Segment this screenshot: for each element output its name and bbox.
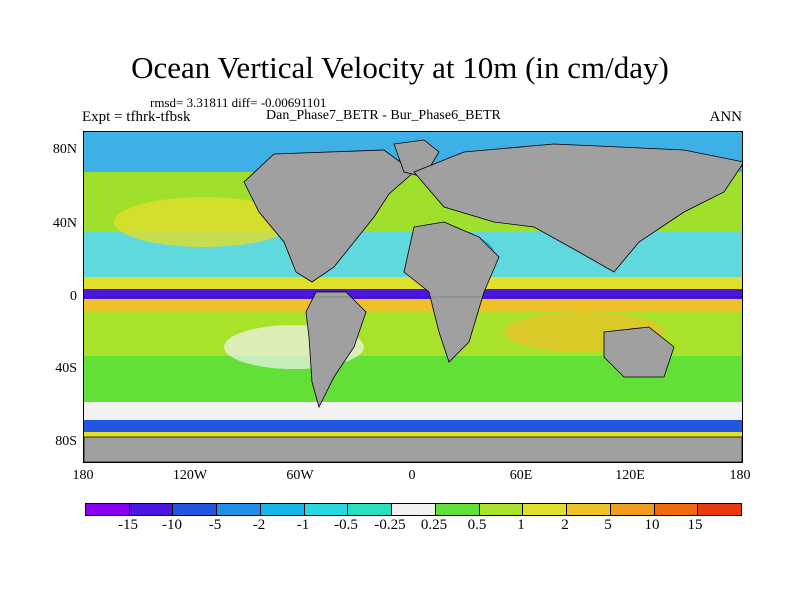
colorbar-cell — [654, 504, 699, 515]
africa — [403, 221, 500, 363]
lon-label-180w: 180 — [72, 468, 94, 483]
colorbar-label: -0.25 — [374, 517, 406, 533]
colorbar-cell — [610, 504, 655, 515]
colorbar-cell — [567, 504, 611, 515]
lat-label-40n: 40N — [52, 216, 77, 231]
colorbar-cell — [435, 504, 480, 515]
southern-neutral-band — [84, 402, 742, 420]
colorbar-cell — [348, 504, 393, 515]
colorbar-label: -1 — [296, 517, 310, 533]
colorbar-label: -10 — [162, 517, 182, 533]
equatorial-upwelling-band — [84, 289, 742, 299]
colorbar-label: 0.5 — [467, 517, 487, 533]
colorbar-label: -0.5 — [334, 517, 358, 533]
colorbar-cell — [392, 504, 436, 515]
colorbar — [85, 503, 742, 516]
plot-title: Ocean Vertical Velocity at 10m (in cm/da… — [131, 50, 669, 85]
colorbar-cell — [479, 504, 524, 515]
case-comparison-label: Dan_Phase7_BETR - Bur_Phase6_BETR — [266, 108, 501, 123]
lat-label-80n: 80N — [52, 142, 77, 157]
lat-label-40s: 40S — [55, 361, 77, 376]
ocean-map-panel — [83, 131, 743, 463]
colorbar-cell — [304, 504, 349, 515]
colorbar-label: 15 — [687, 517, 703, 533]
lat-label-80s: 80S — [55, 434, 77, 449]
lon-label-120e: 120E — [615, 468, 645, 483]
stats-line: rmsd= 3.31811 diff= -0.00691101 — [150, 95, 327, 110]
colorbar-cell — [698, 504, 742, 515]
colorbar-cell — [523, 504, 568, 515]
north-pacific-patch — [114, 197, 294, 247]
australia — [603, 326, 675, 378]
colorbar-label: 1 — [517, 517, 525, 533]
colorbar-cell — [86, 504, 130, 515]
map-svg — [84, 132, 742, 462]
colorbar-label: -2 — [252, 517, 266, 533]
experiment-label: Expt = tfhrk-tfbsk — [82, 109, 191, 125]
lon-label-60e: 60E — [509, 468, 533, 483]
antarctica — [84, 436, 742, 462]
colorbar-label: -5 — [208, 517, 222, 533]
lat-label-0: 0 — [70, 289, 77, 304]
colorbar-cell — [173, 504, 218, 515]
colorbar-label: 10 — [644, 517, 660, 533]
colorbar-cell — [129, 504, 174, 515]
lon-label-120w: 120W — [172, 468, 208, 483]
eurasia — [413, 143, 742, 273]
southern-ocean-band — [84, 420, 742, 432]
colorbar-label: 5 — [604, 517, 612, 533]
colorbar-label: 0.25 — [420, 517, 448, 533]
season-label: ANN — [709, 109, 743, 125]
south-america — [305, 291, 367, 409]
colorbar-label: -15 — [118, 517, 138, 533]
south-equatorial-band — [84, 299, 742, 311]
colorbar-label: 2 — [561, 517, 569, 533]
lon-label-180e: 180 — [729, 468, 751, 483]
north-equatorial-band — [84, 277, 742, 289]
lon-label-60w: 60W — [286, 468, 314, 483]
land-masses — [84, 139, 742, 462]
colorbar-cell — [260, 504, 305, 515]
lon-label-0: 0 — [408, 468, 416, 483]
colorbar-cell — [217, 504, 261, 515]
